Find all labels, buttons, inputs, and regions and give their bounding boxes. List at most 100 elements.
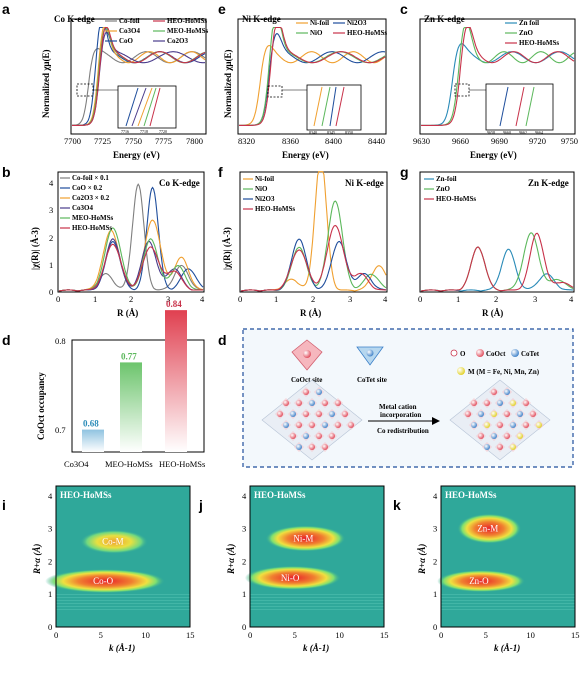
arrow-text-bottom: Co redistribution	[377, 427, 429, 435]
y-tick: 1	[49, 260, 53, 270]
panel-letter-e: e	[218, 1, 226, 17]
x-tick: 15	[186, 630, 195, 640]
spinel-lattice-before	[261, 379, 363, 461]
atom	[491, 411, 497, 417]
ripple-line	[441, 597, 575, 598]
inset-tick: 8340	[309, 130, 317, 135]
legend-item: Ni-foil	[255, 175, 274, 183]
panel-title-b: Co K-edge	[159, 178, 200, 188]
y-axis-label-c: CoOct occupancy	[36, 372, 46, 440]
atom	[316, 389, 322, 395]
plot-frame-a	[70, 18, 207, 135]
intensity-blob	[80, 529, 149, 554]
series-line	[58, 243, 204, 292]
series-line	[240, 224, 387, 292]
series-line	[240, 238, 387, 292]
panel-letter-i: i	[2, 497, 6, 513]
x-axis-label: k (Å-1)	[303, 643, 329, 653]
inset-e: 8340 8345 8350	[267, 84, 362, 135]
x-axis-label-f: R (Å)	[300, 308, 321, 318]
peak-annotation: Zn-O	[469, 576, 489, 586]
y-axis-label-b: |χ(R)| (Å-3)	[30, 227, 40, 270]
atom	[316, 433, 322, 439]
y-axis-label: R+α (Å)	[417, 544, 427, 575]
atom	[471, 400, 477, 406]
series-group-f	[240, 171, 387, 292]
atom	[309, 422, 315, 428]
y-tick: 1	[48, 589, 52, 599]
atom	[523, 422, 529, 428]
atom	[530, 411, 536, 417]
x-tick: 1	[274, 294, 278, 304]
x-tick: 9690	[491, 136, 508, 146]
y-tick: 4	[48, 491, 53, 501]
x-axis-label-e: Energy (eV)	[282, 150, 329, 160]
plot-frame-f	[239, 171, 388, 293]
atom	[517, 433, 523, 439]
ripple-line	[441, 600, 575, 601]
inset-tick: 9660	[503, 130, 511, 135]
panel-letter-g: c	[400, 1, 408, 17]
series-group-b	[58, 183, 204, 292]
y-tick: 4	[242, 491, 247, 501]
panel-a: a Co K-edge 7716 7718 7720 Co-foil HEO-H…	[2, 1, 208, 160]
legend-item: HEO-HoMSs	[255, 205, 295, 213]
inset-tick: 9664	[535, 130, 543, 135]
legend-item: O	[460, 350, 466, 358]
legend-item: Ni2O3	[347, 19, 367, 27]
x-tick: 4	[200, 294, 205, 304]
inset-g: 9658 9660 9662 9664	[454, 83, 554, 135]
atom	[517, 411, 523, 417]
legend-item: MEO-HoMSs	[167, 27, 208, 35]
x-tick: 4	[569, 294, 574, 304]
atom	[478, 411, 484, 417]
legend-item: Co-foil	[119, 17, 140, 25]
y-tick: 0	[242, 622, 246, 632]
panel-letter-d: d	[218, 332, 227, 348]
x-axis-label-h: R (Å)	[482, 308, 503, 318]
atom	[296, 444, 302, 450]
series-line	[72, 26, 206, 126]
plot-frame-e	[237, 18, 387, 135]
ripple-line	[250, 606, 384, 607]
intensity-blob	[437, 570, 526, 593]
panel-title-e: Ni K-edge	[242, 14, 281, 24]
ripple-line	[56, 594, 190, 595]
atom	[309, 400, 315, 406]
tet-site-label: CoTet site	[357, 376, 387, 384]
x-axis-label: k (Å-1)	[109, 643, 135, 653]
ripple-line	[56, 606, 190, 607]
legend-item: Zn foil	[519, 19, 539, 27]
atom	[303, 411, 309, 417]
x-tick: 5	[293, 630, 297, 640]
plot-frame-g	[419, 18, 576, 135]
intensity-blob	[265, 525, 346, 552]
atom	[484, 422, 490, 428]
x-ticks-f: 0 1 2 3 4	[238, 294, 388, 304]
series-line	[420, 248, 574, 292]
series-line	[420, 232, 574, 292]
atom	[283, 422, 289, 428]
y-tick: 0	[433, 622, 437, 632]
legend-item: Co3O4	[119, 27, 141, 35]
legend-item: CoO	[119, 37, 134, 45]
y-tick: 2	[433, 556, 437, 566]
legend-item: ZnO	[519, 29, 534, 37]
heatmap-k: HEO-HoMSs Zn-M Zn-O 0 1 2 3 4 0 5 10 15 k (Å-1) R+α (…	[417, 485, 580, 653]
y-tick: 3	[49, 205, 53, 215]
atom	[510, 444, 516, 450]
atom	[504, 433, 510, 439]
y-tick: 0.7	[55, 425, 66, 435]
x-tick: 1	[456, 294, 460, 304]
ripple-line	[441, 603, 575, 604]
inset-tick: 7718	[140, 129, 148, 134]
series-line	[240, 200, 387, 292]
legend-h: Zn-foil ZnO HEO-HoMSs	[424, 175, 476, 203]
panel-letter-a: a	[2, 1, 10, 17]
atom	[296, 400, 302, 406]
x-tick: 10	[526, 630, 535, 640]
y-axis-label-a: Normalized χμ(E)	[41, 50, 51, 119]
x-tick: 0	[439, 630, 443, 640]
atom	[303, 389, 309, 395]
